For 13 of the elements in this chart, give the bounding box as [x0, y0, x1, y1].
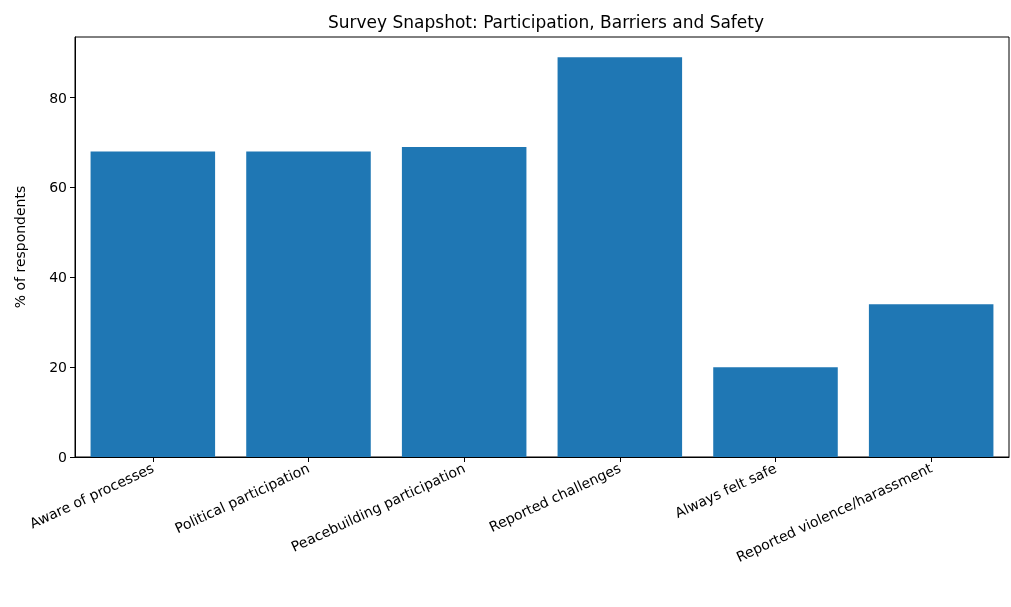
y-tick-label: 40	[49, 269, 67, 286]
bar	[90, 151, 216, 457]
bar	[401, 147, 527, 457]
bar	[868, 304, 994, 457]
y-tick-label: 0	[58, 449, 67, 465]
y-tick-label: 80	[49, 89, 67, 106]
chart-title: Survey Snapshot: Participation, Barriers and Safety	[327, 11, 765, 32]
y-tick-label: 60	[49, 179, 67, 196]
bar	[713, 367, 838, 457]
y-tick-label: 20	[49, 359, 67, 376]
bar	[246, 151, 371, 457]
y-axis-title: % of respondents	[12, 185, 28, 309]
bar	[557, 57, 683, 457]
